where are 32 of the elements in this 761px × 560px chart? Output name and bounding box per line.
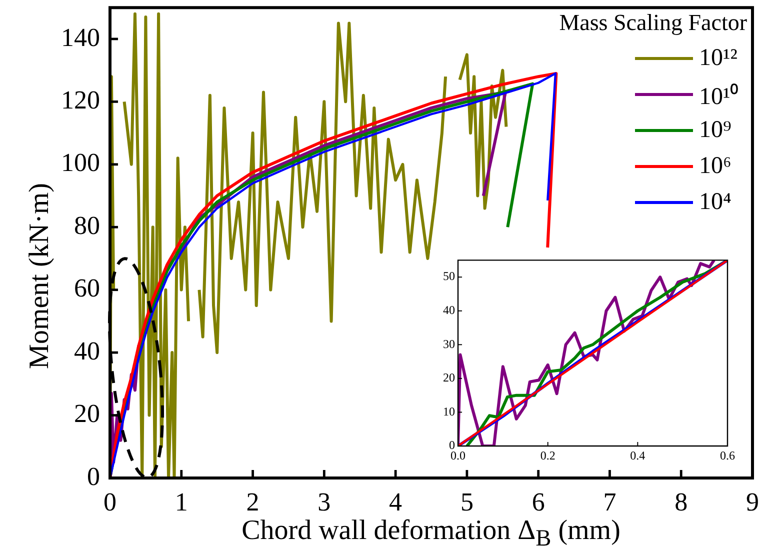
- x-tick-label: 0.6: [720, 448, 735, 462]
- y-tick-label: 140: [61, 22, 100, 52]
- legend-label: 10⁹: [699, 116, 732, 144]
- x-axis-title: Chord wall deformation Δ$_{B}$ (mm): [240, 515, 622, 553]
- legend-label: 10¹²: [699, 44, 738, 72]
- y-axis-title: Moment (kN·m): [24, 182, 56, 371]
- legend-label: 10¹⁰: [699, 82, 740, 110]
- y-tick-label: 20: [443, 370, 455, 385]
- x-tick-label: 5: [460, 487, 474, 516]
- y-tick-label: 30: [443, 336, 455, 351]
- y-tick-label: 50: [443, 269, 455, 284]
- x-tick-label: 7: [603, 487, 616, 516]
- x-tick-label: 0.2: [540, 448, 556, 462]
- legend-title: Mass Scaling Factor: [559, 10, 747, 36]
- y-tick-label: 40: [443, 303, 455, 318]
- x-tick-label: 8: [674, 487, 688, 516]
- y-tick-label: 120: [61, 86, 100, 115]
- x-tick-label: 0.4: [630, 448, 646, 462]
- legend-label: 10⁴: [699, 188, 732, 216]
- x-tick-label: 1: [174, 487, 188, 516]
- x-tick-label: 3: [318, 487, 331, 516]
- x-tick-label: 6: [532, 487, 545, 516]
- y-tick-label: 100: [61, 148, 100, 178]
- x-tick-label: 9: [746, 487, 759, 516]
- y-tick-label: 60: [74, 274, 100, 303]
- y-tick-label: 40: [74, 336, 100, 366]
- y-tick-label: 80: [74, 210, 100, 240]
- x-tick-label: 4: [389, 487, 402, 516]
- legend-label: 10⁶: [699, 152, 732, 180]
- y-tick-label: 10: [443, 404, 455, 418]
- x-tick-label: 2: [246, 487, 260, 516]
- y-tick-label: 20: [74, 399, 100, 428]
